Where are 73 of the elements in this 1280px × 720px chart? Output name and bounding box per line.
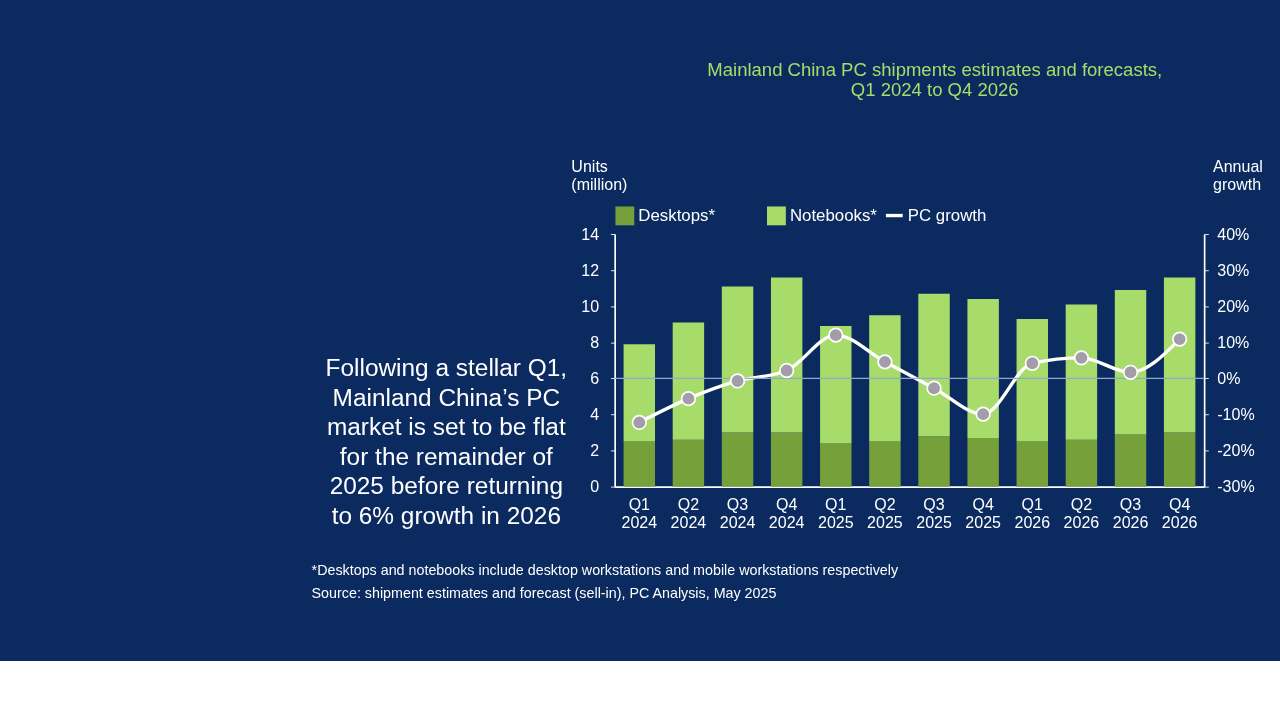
bar [672, 439, 705, 487]
bar [1114, 290, 1147, 435]
bar [869, 315, 901, 442]
y2-tick-label: -30% [1217, 478, 1255, 496]
bar [918, 436, 950, 487]
bar [967, 437, 999, 487]
x-tick-label: Q3 2024 [719, 495, 756, 531]
bar [967, 299, 999, 438]
y2-axis-title: Annual growth [1213, 158, 1263, 193]
y2-tick-label: 40% [1217, 225, 1250, 243]
bar [672, 322, 705, 440]
bar [1065, 439, 1098, 487]
x-tick-label: Q4 2026 [1161, 495, 1198, 531]
bar [1163, 277, 1196, 433]
x-tick-label: Q3 2025 [916, 495, 952, 531]
point [1172, 331, 1188, 347]
y-tick-label: 2 [590, 442, 600, 460]
legend-label: PC growth [907, 205, 987, 225]
x-tick-label: Q2 2025 [867, 495, 903, 531]
bar [721, 432, 754, 487]
bar [869, 441, 901, 487]
point [680, 391, 697, 407]
x-tick-label: Q2 2026 [1063, 495, 1100, 531]
bar [1114, 434, 1147, 487]
point [975, 406, 991, 422]
x-tick-label: Q4 2024 [768, 495, 805, 531]
y-tick-label: 0 [590, 478, 600, 496]
y2-tick-label: -20% [1217, 442, 1255, 460]
x-tick-label: Q2 2024 [670, 495, 707, 531]
bar [770, 277, 803, 433]
y-tick-label: 8 [590, 333, 600, 351]
y2-tick-label: 0% [1217, 369, 1241, 387]
x-tick-label: Q3 2026 [1112, 495, 1149, 531]
point [779, 362, 795, 379]
bar [1016, 318, 1048, 442]
point [1073, 350, 1090, 366]
point [926, 380, 942, 396]
y-tick-label: 12 [581, 261, 600, 279]
bar [1163, 432, 1196, 487]
point [729, 373, 746, 389]
y-tick-label: 4 [590, 406, 600, 423]
point [1122, 364, 1139, 380]
bar [918, 293, 950, 437]
bar [1016, 441, 1048, 487]
y2-tick-label: 10% [1217, 333, 1250, 351]
bar [721, 286, 754, 433]
bar [623, 441, 656, 487]
y2-tick-label: 20% [1217, 297, 1250, 315]
bar [820, 443, 852, 487]
bar [1065, 304, 1098, 440]
source-note: Source: shipment estimates and forecast (sell-in), PC Analysis, May 2025 [311, 584, 777, 601]
y2-tick-label: 30% [1217, 261, 1250, 279]
y-axis-title: Units (million) [571, 158, 628, 193]
point [631, 414, 647, 431]
chart-title: Mainland China PC shipments estimates and forecasts, Q1 2024 to Q4 2026 [707, 58, 1163, 100]
y2-tick-label: -10% [1217, 406, 1255, 423]
text: Following a stellar Q1, Mainland China’s PC market is set to be flat for the remainder of 2025 before returning to 6% growth in 2026 [325, 354, 568, 529]
legend-label: Desktops* [638, 205, 716, 225]
legend-label: Notebooks* [789, 205, 878, 225]
x-tick-label: Q1 2025 [817, 495, 854, 531]
x-tick-label: Q1 2024 [621, 495, 658, 531]
y-tick-label: 6 [590, 369, 600, 387]
bar [770, 432, 803, 487]
y-tick-label: 14 [581, 225, 600, 243]
bar [623, 344, 656, 442]
text: *Desktops and notebooks include desktop workstations and mobile workstations respectively [311, 562, 899, 579]
x-tick-label: Q1 2026 [1014, 495, 1051, 531]
point [877, 354, 893, 370]
bar [820, 326, 852, 444]
x-tick-label: Q4 2025 [965, 495, 1002, 531]
y-tick-label: 10 [581, 297, 600, 315]
point [828, 327, 844, 343]
point [1024, 355, 1040, 371]
